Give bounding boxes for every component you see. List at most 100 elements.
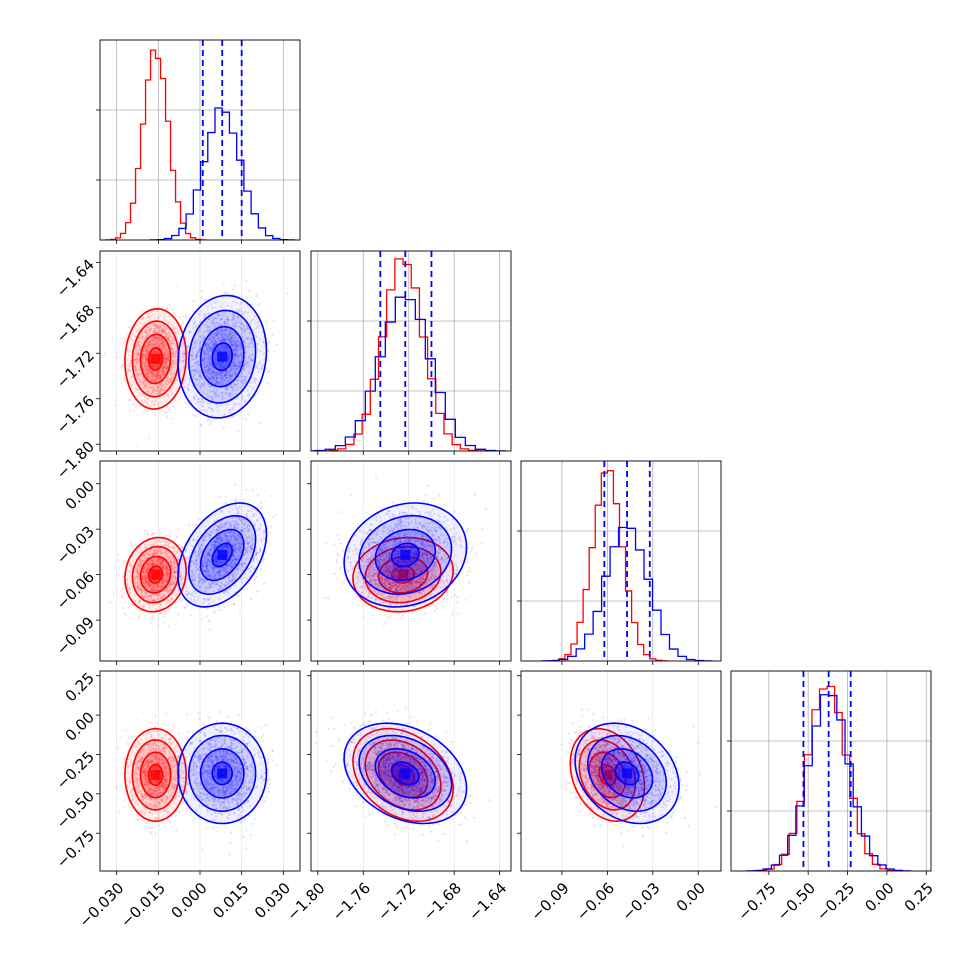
scatter-point bbox=[160, 330, 163, 333]
scatter-point bbox=[155, 336, 158, 339]
scatter-point bbox=[155, 374, 158, 377]
scatter-point bbox=[184, 401, 187, 404]
scatter-point bbox=[268, 370, 271, 373]
scatter-point bbox=[155, 323, 158, 326]
scatter-point bbox=[128, 369, 131, 372]
scatter-point bbox=[138, 344, 141, 347]
scatter-point bbox=[154, 378, 158, 382]
scatter-point bbox=[166, 306, 169, 310]
scatter-point bbox=[138, 357, 141, 360]
scatter-point bbox=[159, 326, 162, 329]
scatter-point bbox=[286, 292, 289, 295]
scatter-point bbox=[166, 354, 169, 357]
scatter-point bbox=[161, 328, 164, 331]
scatter-point bbox=[131, 375, 134, 378]
scatter-point bbox=[200, 290, 203, 293]
scatter-point bbox=[155, 343, 159, 346]
scatter-point bbox=[156, 376, 159, 379]
scatter-point bbox=[161, 328, 165, 332]
scatter-point bbox=[156, 389, 159, 392]
scatter-point bbox=[148, 326, 151, 329]
scatter-point bbox=[163, 315, 166, 318]
scatter-point bbox=[158, 386, 162, 389]
scatter-point bbox=[164, 365, 167, 368]
scatter-point bbox=[163, 373, 166, 376]
scatter-point bbox=[141, 356, 144, 359]
scatter-point bbox=[164, 382, 167, 385]
scatter-point bbox=[169, 381, 172, 384]
scatter-point bbox=[180, 345, 183, 348]
scatter-point bbox=[154, 374, 157, 377]
scatter-point bbox=[150, 364, 153, 368]
scatter-point bbox=[145, 376, 149, 379]
scatter-point bbox=[153, 324, 156, 327]
scatter-point bbox=[145, 364, 148, 368]
scatter-point bbox=[169, 339, 172, 342]
scatter-point bbox=[167, 352, 170, 355]
scatter-point bbox=[154, 390, 157, 393]
scatter-point bbox=[153, 374, 156, 377]
scatter-point bbox=[154, 335, 157, 338]
scatter-point bbox=[148, 385, 151, 388]
scatter-point bbox=[138, 328, 141, 331]
scatter-point bbox=[182, 321, 185, 324]
scatter-point bbox=[157, 364, 160, 367]
scatter-point bbox=[172, 328, 175, 331]
scatter-point bbox=[143, 354, 146, 357]
scatter-point bbox=[221, 376, 224, 379]
scatter-point bbox=[175, 327, 178, 330]
scatter-point bbox=[154, 331, 157, 334]
scatter-point bbox=[164, 360, 167, 363]
scatter-point bbox=[176, 332, 180, 335]
scatter-point bbox=[172, 385, 175, 388]
scatter-point bbox=[150, 370, 153, 373]
scatter-point bbox=[147, 368, 151, 371]
scatter-point bbox=[166, 332, 169, 335]
scatter-point bbox=[150, 345, 153, 348]
scatter-point bbox=[156, 373, 159, 376]
scatter-point bbox=[164, 326, 167, 329]
scatter-point bbox=[158, 388, 161, 391]
scatter-point bbox=[136, 617, 139, 620]
scatter-point bbox=[160, 372, 163, 375]
scatter-point bbox=[169, 343, 172, 347]
scatter-point bbox=[159, 385, 162, 388]
scatter-point bbox=[158, 329, 161, 332]
scatter-point bbox=[162, 395, 165, 399]
scatter-point bbox=[191, 357, 195, 360]
scatter-point bbox=[157, 624, 160, 628]
scatter-point bbox=[155, 363, 158, 366]
scatter-point bbox=[157, 386, 160, 389]
scatter-point bbox=[163, 535, 166, 538]
scatter-point bbox=[155, 336, 158, 339]
scatter-point bbox=[170, 378, 173, 381]
scatter-point bbox=[140, 399, 143, 402]
scatter-point bbox=[156, 386, 159, 389]
scatter-point bbox=[145, 359, 148, 363]
scatter-point bbox=[139, 393, 142, 396]
scatter-point bbox=[144, 396, 147, 399]
scatter-point bbox=[138, 349, 141, 352]
scatter-point bbox=[163, 353, 166, 356]
scatter-point bbox=[149, 343, 152, 346]
scatter-point bbox=[137, 368, 140, 371]
scatter-point bbox=[112, 592, 115, 595]
scatter-point bbox=[148, 379, 151, 382]
scatter-point bbox=[152, 364, 155, 367]
scatter-point bbox=[163, 345, 166, 348]
scatter-point bbox=[127, 368, 130, 372]
scatter-point bbox=[168, 331, 171, 335]
scatter-point bbox=[163, 359, 166, 362]
scatter-point bbox=[164, 381, 167, 384]
scatter-point bbox=[153, 343, 156, 346]
scatter-point bbox=[250, 597, 253, 601]
scatter-point bbox=[174, 330, 177, 333]
scatter-point bbox=[156, 342, 159, 345]
scatter-point bbox=[143, 383, 146, 386]
scatter-point bbox=[173, 359, 176, 362]
scatter-point bbox=[171, 376, 174, 380]
scatter-point bbox=[147, 328, 150, 332]
scatter-point bbox=[150, 339, 153, 342]
scatter-point bbox=[205, 615, 208, 618]
scatter-point bbox=[148, 343, 151, 346]
